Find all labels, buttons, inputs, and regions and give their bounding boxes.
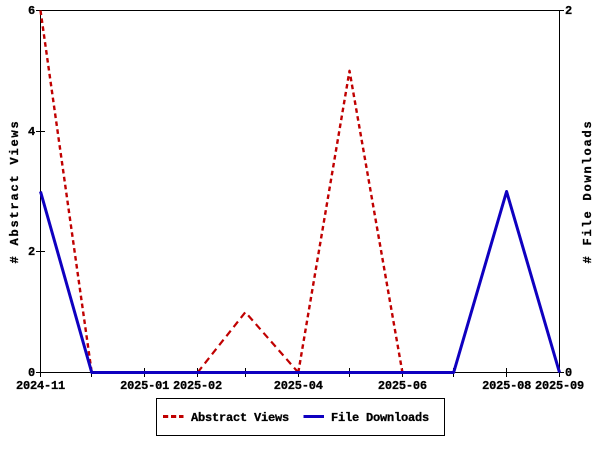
svg-text:4: 4 [28,125,35,139]
svg-text:2025-09: 2025-09 [535,379,584,393]
svg-text:2: 2 [565,4,572,18]
svg-text:# Abstract Views: # Abstract Views [8,119,22,263]
svg-text:2025-06: 2025-06 [378,379,427,393]
svg-text:6: 6 [28,4,35,18]
svg-text:# File Downloads: # File Downloads [581,119,595,263]
svg-text:2024-11: 2024-11 [16,379,65,393]
svg-text:2025-04: 2025-04 [274,379,323,393]
svg-text:2025-08: 2025-08 [482,379,531,393]
svg-text:2: 2 [28,245,35,259]
svg-text:2025-01: 2025-01 [120,379,169,393]
svg-text:File Downloads: File Downloads [331,411,429,425]
svg-text:0: 0 [565,366,572,380]
svg-text:2025-02: 2025-02 [173,379,222,393]
svg-text:Abstract Views: Abstract Views [191,411,289,425]
svg-text:0: 0 [28,366,35,380]
